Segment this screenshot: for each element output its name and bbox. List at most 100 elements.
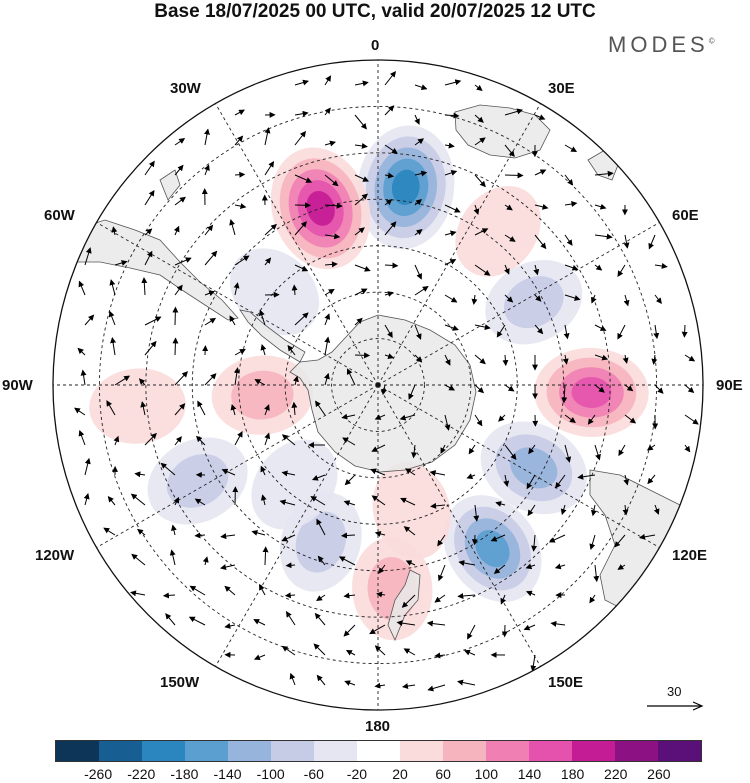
wind-vector bbox=[647, 474, 656, 485]
wind-vector bbox=[234, 109, 245, 116]
wind-vector bbox=[314, 612, 326, 626]
wind-vector bbox=[204, 128, 210, 146]
wind-vector bbox=[229, 219, 236, 236]
lon-label-90w: 90W bbox=[2, 377, 33, 394]
wind-vector bbox=[617, 264, 626, 277]
wind-vector bbox=[457, 592, 476, 599]
lon-label-180: 180 bbox=[365, 718, 391, 735]
wind-vector bbox=[564, 414, 576, 423]
wind-vector bbox=[474, 324, 491, 331]
wind-vector bbox=[264, 404, 270, 416]
wind-vector bbox=[107, 496, 116, 506]
colorbar-tick-label: -100 bbox=[256, 766, 285, 782]
wind-vector bbox=[144, 340, 157, 356]
wind-vector bbox=[230, 403, 237, 416]
wind-vector bbox=[474, 137, 486, 146]
wind-vector bbox=[369, 624, 386, 635]
lon-label-150e: 150E bbox=[548, 674, 584, 691]
wind-vector bbox=[174, 371, 188, 386]
wind-vector bbox=[313, 643, 326, 656]
wind-vector bbox=[564, 201, 578, 207]
wind-vector bbox=[138, 378, 146, 386]
wind-vector bbox=[77, 347, 86, 356]
wind-vector bbox=[495, 501, 506, 507]
wind-vector bbox=[623, 234, 630, 249]
wind-vector bbox=[173, 496, 180, 506]
colorbar-tick-label: -140 bbox=[213, 766, 242, 782]
colorbar-swatch bbox=[185, 741, 228, 761]
lon-label-30e: 30E bbox=[548, 80, 575, 97]
wind-vector bbox=[384, 291, 394, 297]
wind-vector bbox=[345, 650, 356, 656]
wind-vector bbox=[384, 144, 398, 154]
wind-vector bbox=[534, 203, 549, 210]
lon-label-0: 0 bbox=[371, 37, 380, 54]
wind-vector bbox=[354, 227, 365, 236]
wind-vector bbox=[614, 534, 626, 548]
colorbar-tick-label: 60 bbox=[435, 766, 451, 782]
colorbar-tick-label: -220 bbox=[127, 766, 156, 782]
wind-vector bbox=[84, 457, 91, 476]
wind-vector bbox=[639, 533, 656, 540]
colorbar-tick-label: 140 bbox=[517, 766, 542, 782]
wind-vector bbox=[622, 354, 629, 364]
wind-vector bbox=[444, 324, 459, 331]
wind-vector bbox=[324, 140, 336, 147]
wind-vector bbox=[338, 556, 356, 566]
wind-vector bbox=[458, 560, 476, 566]
wind-vector bbox=[84, 314, 95, 326]
wind-vector bbox=[196, 435, 206, 446]
wind-vector bbox=[371, 444, 386, 452]
wind-vector bbox=[174, 196, 186, 206]
lon-label-150w: 150W bbox=[160, 674, 200, 691]
wind-vector bbox=[622, 504, 629, 516]
wind-vector bbox=[189, 585, 206, 596]
wind-vector bbox=[281, 434, 296, 446]
wind-vector bbox=[234, 171, 246, 178]
wind-vector bbox=[564, 264, 579, 271]
wind-vector bbox=[262, 546, 269, 566]
wind-vector bbox=[160, 462, 176, 476]
wind-vector bbox=[531, 534, 538, 552]
wind-vector bbox=[165, 613, 176, 626]
wind-vector bbox=[562, 354, 569, 365]
south-america bbox=[59, 219, 239, 321]
wind-vector bbox=[384, 353, 395, 359]
wind-vector bbox=[651, 354, 658, 365]
wind-vector bbox=[293, 375, 299, 386]
wind-vector bbox=[354, 80, 369, 87]
wind-vector bbox=[137, 528, 146, 536]
wind-vector bbox=[594, 384, 605, 393]
wind-vector bbox=[259, 584, 266, 596]
wind-vector bbox=[251, 529, 266, 536]
wind-vector bbox=[384, 324, 393, 339]
colorbar-tick-label: 260 bbox=[647, 766, 671, 782]
map-title: Base 18/07/2025 00 UTC, valid 20/07/2025… bbox=[154, 1, 596, 22]
meridian-line bbox=[377, 384, 660, 548]
wind-vector bbox=[473, 504, 480, 522]
wind-vector bbox=[343, 624, 356, 637]
wind-vector bbox=[220, 564, 236, 570]
wind-vector bbox=[444, 294, 458, 303]
wind-vector bbox=[427, 684, 446, 692]
wind-vector bbox=[654, 294, 662, 304]
wind-vector bbox=[204, 290, 216, 297]
wind-vector bbox=[374, 414, 386, 420]
colorbar-swatch bbox=[572, 741, 615, 761]
wind-vector bbox=[589, 594, 596, 604]
wind-vector bbox=[354, 174, 370, 182]
wind-vector bbox=[131, 553, 146, 566]
wind-vector bbox=[534, 294, 542, 302]
wind-vector bbox=[648, 234, 656, 250]
latitude-circle bbox=[145, 152, 611, 618]
wind-vector bbox=[577, 473, 596, 480]
wind-vector bbox=[371, 495, 386, 506]
wind-vector bbox=[354, 142, 368, 149]
wind-vector bbox=[204, 317, 217, 326]
wind-vector bbox=[316, 518, 326, 536]
wind-vector bbox=[141, 277, 148, 296]
wind-vector bbox=[202, 556, 209, 566]
wind-vector bbox=[384, 105, 395, 116]
wind-vector bbox=[316, 674, 326, 686]
wind-vector bbox=[174, 284, 183, 296]
